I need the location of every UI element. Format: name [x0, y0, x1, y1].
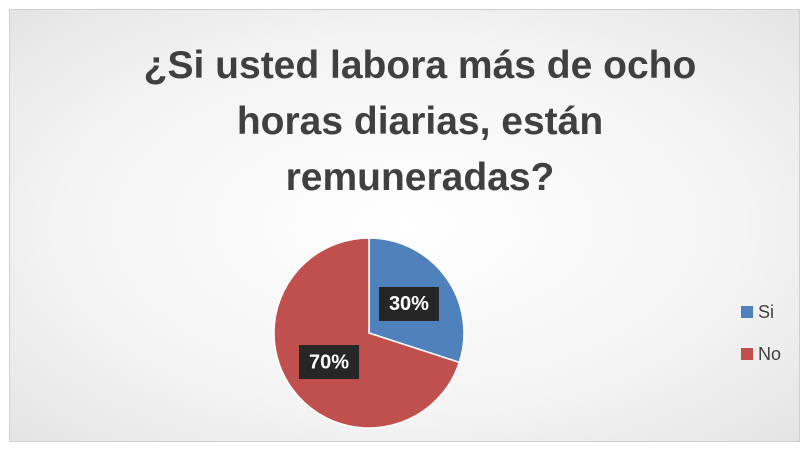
legend-label: Si: [758, 302, 774, 322]
data-label-text: 30%: [389, 293, 429, 315]
pie-slice: [273, 237, 461, 429]
data-label-box: [299, 345, 360, 380]
legend-swatch: [741, 348, 753, 360]
data-label-text: 70%: [309, 351, 349, 373]
chart-title: ¿Si usted labora más de ocho horas diari…: [143, 44, 697, 199]
data-label: 70%: [299, 345, 360, 380]
legend-swatch: [741, 306, 753, 318]
data-label: 30%: [378, 286, 439, 321]
legend-label: No: [758, 344, 781, 364]
data-label-box: [378, 286, 439, 321]
